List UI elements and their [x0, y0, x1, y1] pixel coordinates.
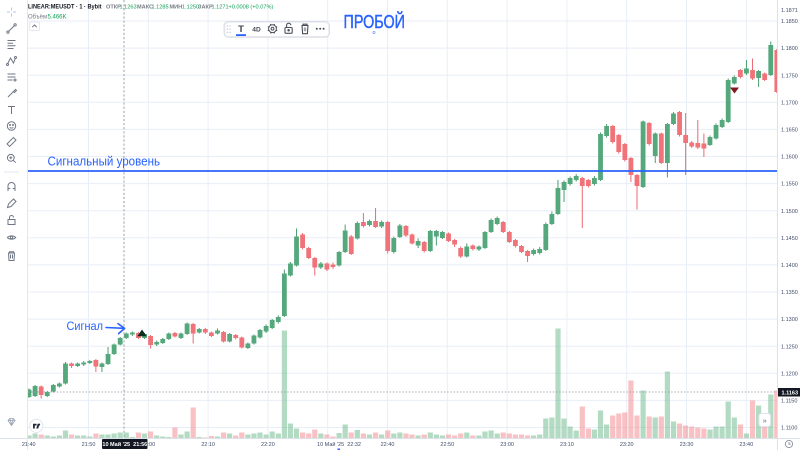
- svg-text:МАКС: МАКС: [137, 5, 153, 11]
- svg-text:МИН: МИН: [170, 5, 183, 11]
- svg-text:1.1271: 1.1271: [212, 5, 229, 11]
- svg-text:1.1300: 1.1300: [781, 317, 798, 323]
- svg-text:4D: 4D: [252, 26, 261, 33]
- svg-text:T: T: [238, 24, 244, 35]
- svg-text:1.1600: 1.1600: [781, 155, 798, 161]
- svg-text:1.1400: 1.1400: [781, 263, 798, 269]
- svg-text:+0.0008 (+0.07%): +0.0008 (+0.07%): [229, 5, 274, 11]
- svg-text:1.1450: 1.1450: [781, 236, 798, 242]
- svg-text:ОТКР: ОТКР: [106, 5, 121, 11]
- svg-text:Объём: Объём: [28, 15, 47, 21]
- svg-text:22:50: 22:50: [440, 442, 454, 448]
- svg-text:23:00: 23:00: [500, 442, 514, 448]
- svg-text:5.466K: 5.466K: [48, 15, 67, 21]
- svg-text:1.1750: 1.1750: [781, 73, 798, 79]
- svg-text:23:10: 23:10: [560, 442, 574, 448]
- svg-text:1.1350: 1.1350: [781, 290, 798, 296]
- svg-text:22:20: 22:20: [261, 442, 275, 448]
- svg-text:22:40: 22:40: [381, 442, 395, 448]
- svg-text:1.1150: 1.1150: [781, 399, 797, 405]
- svg-text:23:30: 23:30: [680, 442, 694, 448]
- svg-text:22:00: 22:00: [141, 442, 155, 448]
- svg-text:Сигнальный уровень: Сигнальный уровень: [48, 153, 161, 168]
- svg-text:1.1650: 1.1650: [781, 128, 798, 134]
- svg-text:»: »: [763, 418, 767, 425]
- svg-text:23:40: 23:40: [739, 442, 753, 448]
- svg-text:LINEAR:MEUSDT · 1 · Bybit: LINEAR:MEUSDT · 1 · Bybit: [28, 4, 102, 11]
- svg-text:1.1250: 1.1250: [781, 344, 798, 350]
- svg-text:1.1871: 1.1871: [781, 8, 798, 14]
- svg-text:1.1850: 1.1850: [781, 19, 798, 25]
- svg-text:1.1800: 1.1800: [781, 46, 798, 52]
- svg-text:1.1285: 1.1285: [152, 5, 169, 11]
- svg-text:ПРОБОЙ: ПРОБОЙ: [344, 11, 406, 32]
- svg-text:1.1263: 1.1263: [120, 5, 137, 11]
- svg-text:1.1100: 1.1100: [781, 426, 797, 432]
- svg-text:Сигнал: Сигнал: [67, 319, 104, 333]
- svg-text:22:10: 22:10: [201, 442, 215, 448]
- svg-text:1.1163: 1.1163: [782, 391, 799, 397]
- svg-text:1.1700: 1.1700: [781, 100, 798, 106]
- svg-text:1.1500: 1.1500: [781, 209, 798, 215]
- svg-text:21:50: 21:50: [82, 442, 96, 448]
- svg-text:1.1550: 1.1550: [781, 182, 798, 188]
- svg-text:1.1250: 1.1250: [182, 5, 199, 11]
- svg-text:23:20: 23:20: [620, 442, 634, 448]
- svg-text:ЗАКР: ЗАКР: [198, 5, 213, 11]
- svg-text:1.1200: 1.1200: [781, 371, 798, 377]
- svg-text:10 Май '25 22:32: 10 Май '25 22:32: [317, 441, 361, 448]
- svg-text:10 Май '25 21:56: 10 Май '25 21:56: [102, 441, 147, 448]
- svg-text:21:40: 21:40: [22, 442, 36, 448]
